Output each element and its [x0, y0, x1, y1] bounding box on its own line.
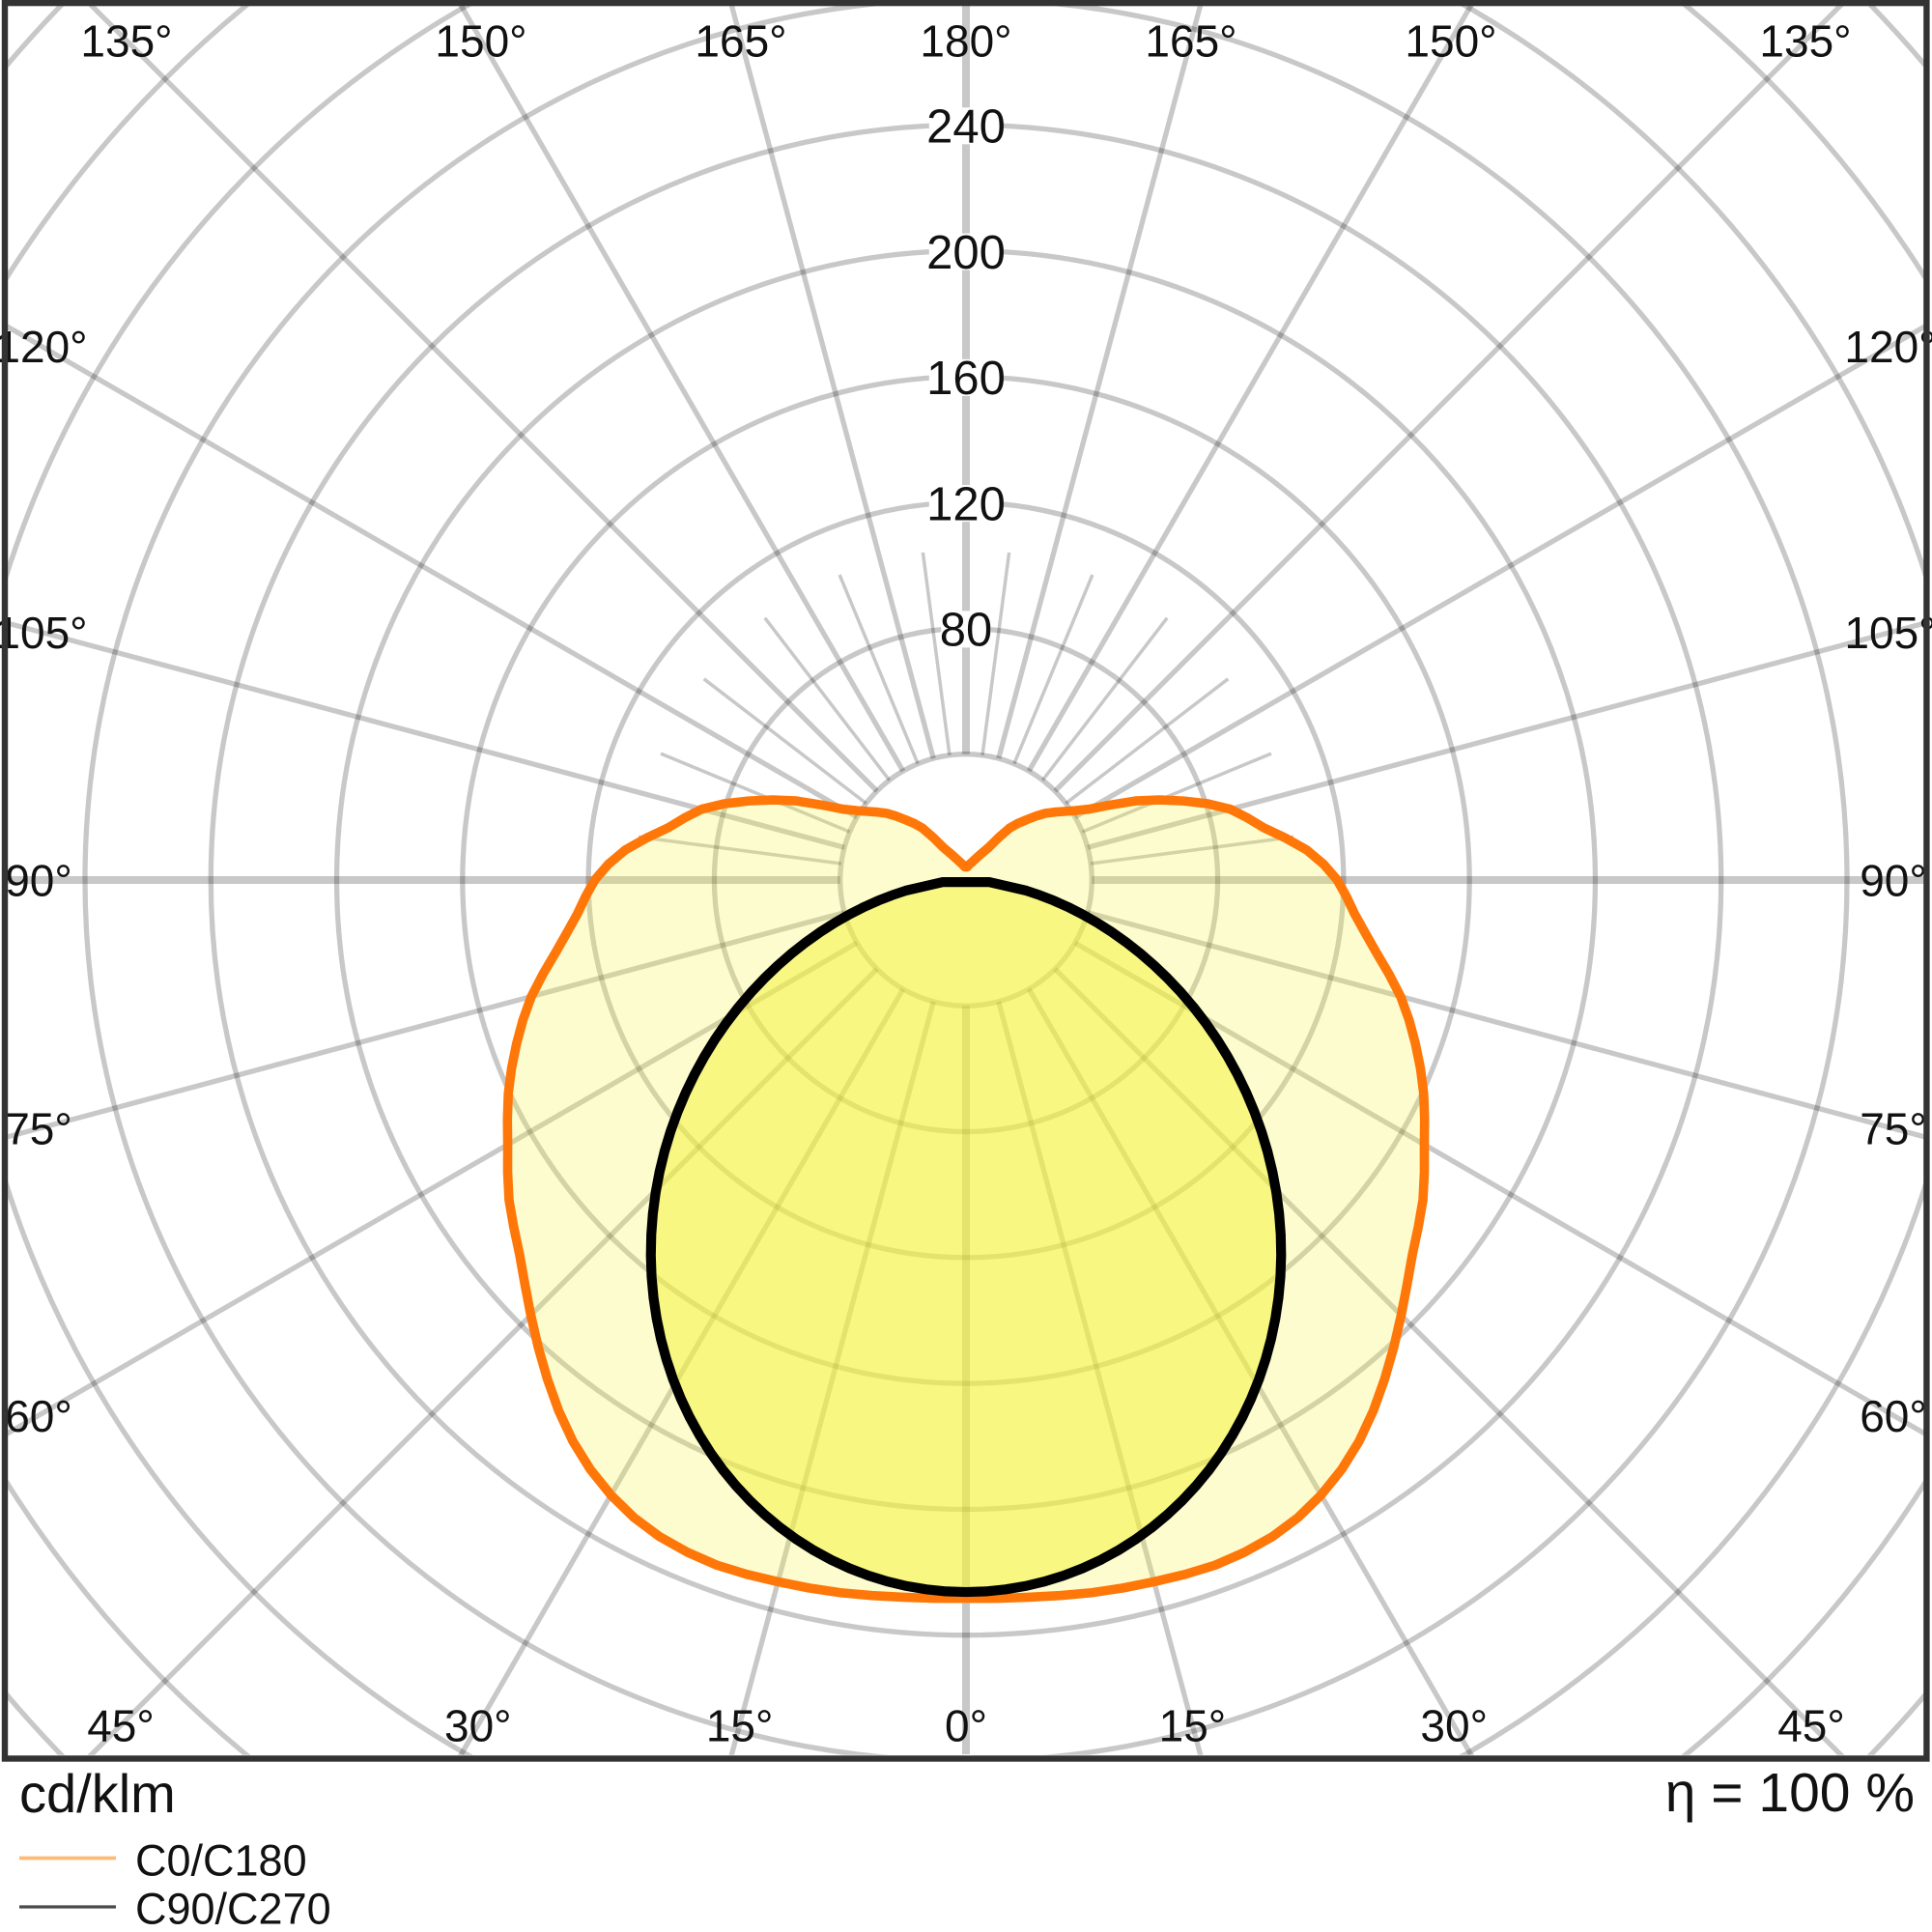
svg-text:165°: 165°	[695, 16, 786, 67]
svg-text:0°: 0°	[945, 1701, 987, 1751]
svg-text:150°: 150°	[435, 16, 526, 67]
svg-text:150°: 150°	[1405, 16, 1496, 67]
svg-text:60°: 60°	[5, 1391, 72, 1441]
svg-text:90°: 90°	[1860, 856, 1927, 906]
svg-text:105°: 105°	[0, 608, 88, 658]
svg-text:30°: 30°	[444, 1701, 512, 1751]
svg-text:80: 80	[940, 605, 993, 657]
svg-text:180°: 180°	[920, 16, 1011, 67]
svg-text:45°: 45°	[87, 1701, 155, 1751]
svg-text:165°: 165°	[1145, 16, 1236, 67]
svg-text:105°: 105°	[1844, 608, 1932, 658]
svg-text:135°: 135°	[80, 16, 172, 67]
svg-text:15°: 15°	[706, 1701, 774, 1751]
svg-text:C0/C180: C0/C180	[135, 1836, 307, 1886]
svg-text:200: 200	[926, 227, 1006, 279]
svg-text:15°: 15°	[1159, 1701, 1227, 1751]
svg-text:240: 240	[926, 101, 1006, 154]
svg-text:60°: 60°	[1860, 1391, 1927, 1441]
svg-text:135°: 135°	[1759, 16, 1851, 67]
svg-text:η = 100 %: η = 100 %	[1665, 1762, 1915, 1824]
svg-text:45°: 45°	[1777, 1701, 1845, 1751]
svg-text:75°: 75°	[1860, 1104, 1927, 1154]
svg-text:160: 160	[926, 353, 1006, 405]
svg-text:cd/klm: cd/klm	[19, 1763, 176, 1824]
svg-text:30°: 30°	[1420, 1701, 1488, 1751]
svg-text:C90/C270: C90/C270	[135, 1885, 331, 1932]
svg-text:120: 120	[926, 478, 1006, 530]
svg-text:90°: 90°	[5, 856, 72, 906]
svg-text:120°: 120°	[0, 322, 88, 372]
svg-text:120°: 120°	[1844, 322, 1932, 372]
svg-text:75°: 75°	[5, 1104, 72, 1154]
